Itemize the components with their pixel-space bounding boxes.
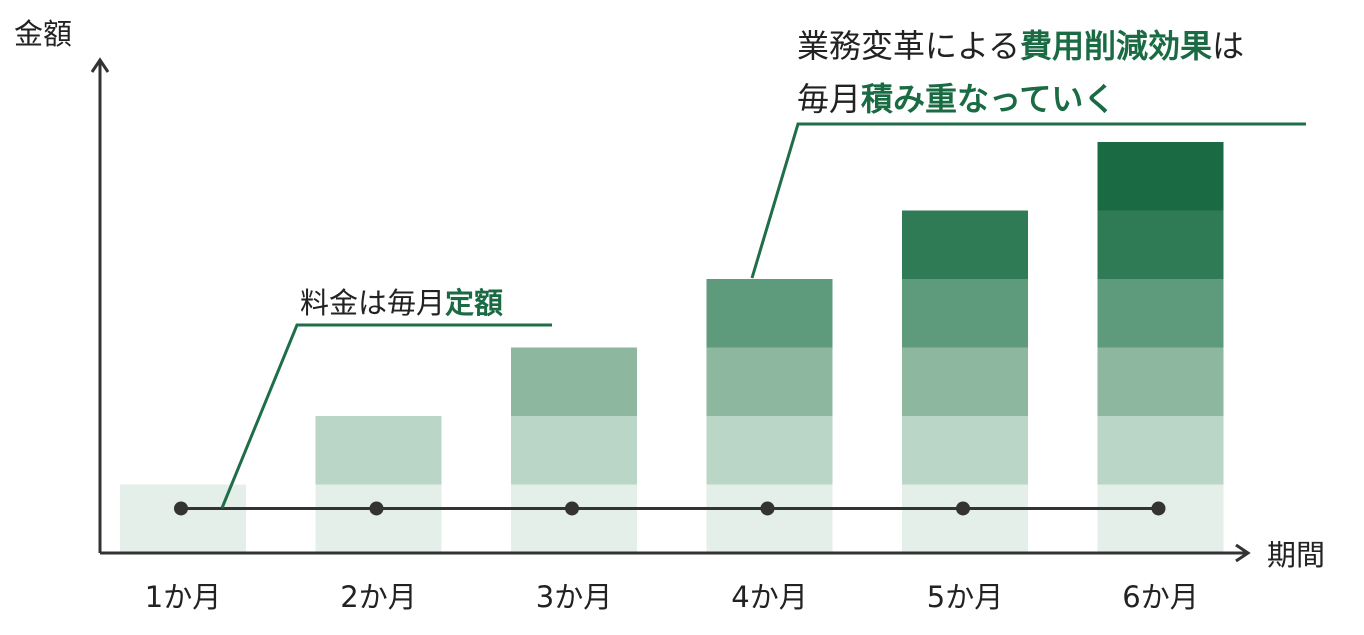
fee-line-layer <box>174 501 1166 516</box>
fee-annotation-part-2: 定額 <box>445 286 503 320</box>
fee-point-1 <box>174 501 188 516</box>
bar-segment-5-4 <box>902 279 1028 348</box>
savings-leader-line <box>750 122 1306 279</box>
fee-point-2 <box>369 501 384 516</box>
savings-annotation-line-2-part-2: 積み重なっていく <box>861 80 1115 118</box>
savings-annotation-line-1-part-2: 費用削減効果 <box>1020 27 1212 65</box>
x-axis-label: 期間 <box>1267 538 1325 572</box>
x-tick-label-2: 2か月 <box>340 580 416 614</box>
fee-point-5 <box>956 501 970 516</box>
x-axis-arrow-icon <box>1235 543 1251 563</box>
savings-annotation-line-1-part-3: は <box>1212 27 1244 65</box>
bar-segment-4-1 <box>706 484 833 553</box>
savings-annotation-line-1: 業務変革による費用削減効果は <box>797 27 1244 65</box>
fee-point-3 <box>565 501 579 516</box>
bar-segment-3-2 <box>511 416 637 485</box>
bar-segment-4-2 <box>706 416 833 485</box>
fee-point-6 <box>1151 501 1166 516</box>
savings-annotation-line-2: 毎月積み重なっていく <box>797 80 1115 118</box>
bar-segment-4-4 <box>706 279 833 348</box>
fee-annotation: 料金は毎月定額 <box>300 286 503 320</box>
x-tick-label-6: 6か月 <box>1122 580 1198 614</box>
bar-segment-6-4 <box>1097 279 1224 348</box>
y-axis-arrow-icon <box>90 57 110 73</box>
bar-segment-5-5 <box>902 210 1028 279</box>
x-tick-label-4: 4か月 <box>731 580 807 614</box>
bar-segment-1-1 <box>120 484 246 553</box>
x-tick-label-5: 5か月 <box>927 580 1003 614</box>
savings-annotation-line-2-part-1: 毎月 <box>797 80 861 118</box>
bar-segment-3-1 <box>511 484 637 553</box>
fee-annotation-part-1: 料金は毎月 <box>300 286 445 320</box>
bar-segment-6-5 <box>1097 210 1224 279</box>
bar-segment-5-2 <box>902 416 1028 485</box>
x-tick-label-1: 1か月 <box>145 580 221 614</box>
bar-segment-6-3 <box>1097 347 1224 416</box>
bar-segment-5-3 <box>902 347 1028 416</box>
bar-segment-6-2 <box>1097 416 1224 485</box>
bar-segment-6-6 <box>1097 142 1224 211</box>
bar-segment-5-1 <box>902 484 1028 553</box>
bar-segment-3-3 <box>511 347 637 416</box>
bar-segment-4-3 <box>706 347 833 416</box>
bars-layer <box>120 142 1224 553</box>
bar-segment-2-1 <box>315 484 442 553</box>
x-tick-label-3: 3か月 <box>536 580 612 614</box>
x-tick-labels: 1か月 2か月 3か月 4か月 5か月 6か月 <box>145 580 1199 614</box>
bar-segment-2-2 <box>315 416 442 485</box>
bar-segment-6-1 <box>1097 484 1224 553</box>
fee-point-4 <box>760 501 775 516</box>
fee-leader-line <box>220 323 552 509</box>
savings-annotation-line-1-part-1: 業務変革による <box>797 27 1020 65</box>
y-axis-label: 金額 <box>14 17 72 51</box>
axes-layer <box>90 57 1251 563</box>
